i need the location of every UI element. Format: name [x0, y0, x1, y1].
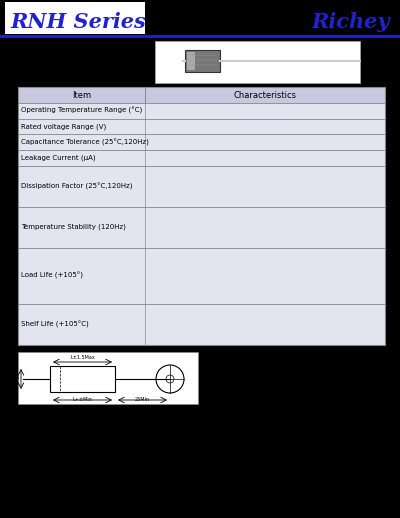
Text: L+±Min: L+±Min [73, 397, 92, 402]
Bar [18, 119, 385, 135]
Bar [18, 166, 385, 207]
Bar [18, 248, 385, 304]
Text: 1 Min: 1 Min [90, 411, 103, 416]
Bar [18, 304, 385, 345]
Bar [18, 207, 385, 248]
Bar [18, 352, 198, 404]
Bar [187, 52, 195, 70]
Bar [18, 103, 385, 119]
Bar [155, 41, 360, 83]
Text: Characteristics: Characteristics [234, 91, 296, 99]
Bar [50, 366, 115, 392]
Text: Item: Item [72, 91, 91, 99]
Bar [5, 2, 145, 34]
Text: RNH Series: RNH Series [10, 12, 146, 32]
Text: Operating Temperature Range (°C): Operating Temperature Range (°C) [21, 107, 142, 114]
Bar [18, 150, 385, 166]
Text: Temperature Stability (120Hz): Temperature Stability (120Hz) [21, 224, 126, 231]
Text: Richey: Richey [312, 12, 390, 32]
Text: Capacitance Tolerance (25°C,120Hz): Capacitance Tolerance (25°C,120Hz) [21, 139, 149, 146]
Bar [18, 135, 385, 150]
Bar [18, 87, 385, 103]
Text: L±1.5Max: L±1.5Max [70, 355, 95, 360]
Text: Shelf Life (+105°C): Shelf Life (+105°C) [21, 321, 89, 328]
Bar [18, 87, 385, 345]
Text: Leakage Current (μA): Leakage Current (μA) [21, 155, 96, 161]
Text: Dissipation Factor (25°C,120Hz): Dissipation Factor (25°C,120Hz) [21, 183, 132, 190]
Text: Load Life (+105°): Load Life (+105°) [21, 272, 83, 280]
Text: 25Min: 25Min [134, 397, 150, 402]
Text: D: D [15, 377, 19, 381]
Text: Rated voltage Range (V): Rated voltage Range (V) [21, 123, 106, 130]
Bar [185, 50, 220, 72]
